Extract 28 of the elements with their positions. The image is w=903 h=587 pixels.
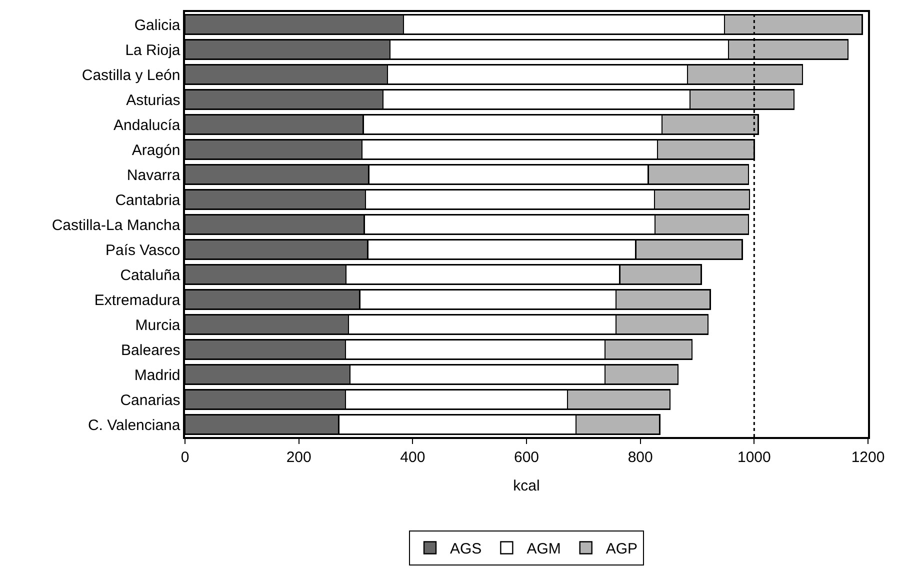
- x-tick-label: 400: [400, 448, 426, 466]
- y-tick-label: Cantabria: [115, 192, 181, 209]
- y-tick-label: Galicia: [134, 16, 181, 34]
- y-tick-label: Navarra: [126, 166, 181, 184]
- y-tick-label: Asturias: [126, 92, 180, 109]
- x-axis-title: kcal: [513, 477, 540, 494]
- x-tick-label: 1000: [737, 448, 771, 466]
- y-tick-label: Murcia: [135, 316, 181, 334]
- y-tick-label: Madrid: [134, 366, 180, 384]
- y-tick-label: La Rioja: [125, 42, 181, 59]
- y-tick-label: Aragón: [132, 142, 180, 159]
- x-tick-label: 600: [514, 448, 540, 466]
- y-tick-label: Castilla-La Mancha: [52, 216, 181, 234]
- y-tick-label: Extremadura: [94, 292, 181, 309]
- legend-label: AGP: [606, 540, 638, 558]
- x-tick-label: 200: [286, 448, 312, 466]
- y-tick-label: Andalucía: [114, 116, 181, 134]
- x-tick-label: 800: [628, 448, 653, 466]
- x-tick-label: 1200: [851, 448, 885, 466]
- y-tick-label: Baleares: [121, 342, 180, 359]
- y-tick-label: Cataluña: [120, 266, 181, 284]
- y-tick-label: Canarias: [120, 392, 180, 409]
- y-tick-label: Castilla y León: [82, 66, 180, 84]
- legend-label: AGS: [450, 540, 482, 558]
- y-tick-label: País Vasco: [105, 242, 180, 259]
- y-tick-label: C. Valenciana: [88, 416, 181, 434]
- legend-label: AGM: [526, 540, 561, 558]
- x-tick-label: 0: [180, 448, 190, 466]
